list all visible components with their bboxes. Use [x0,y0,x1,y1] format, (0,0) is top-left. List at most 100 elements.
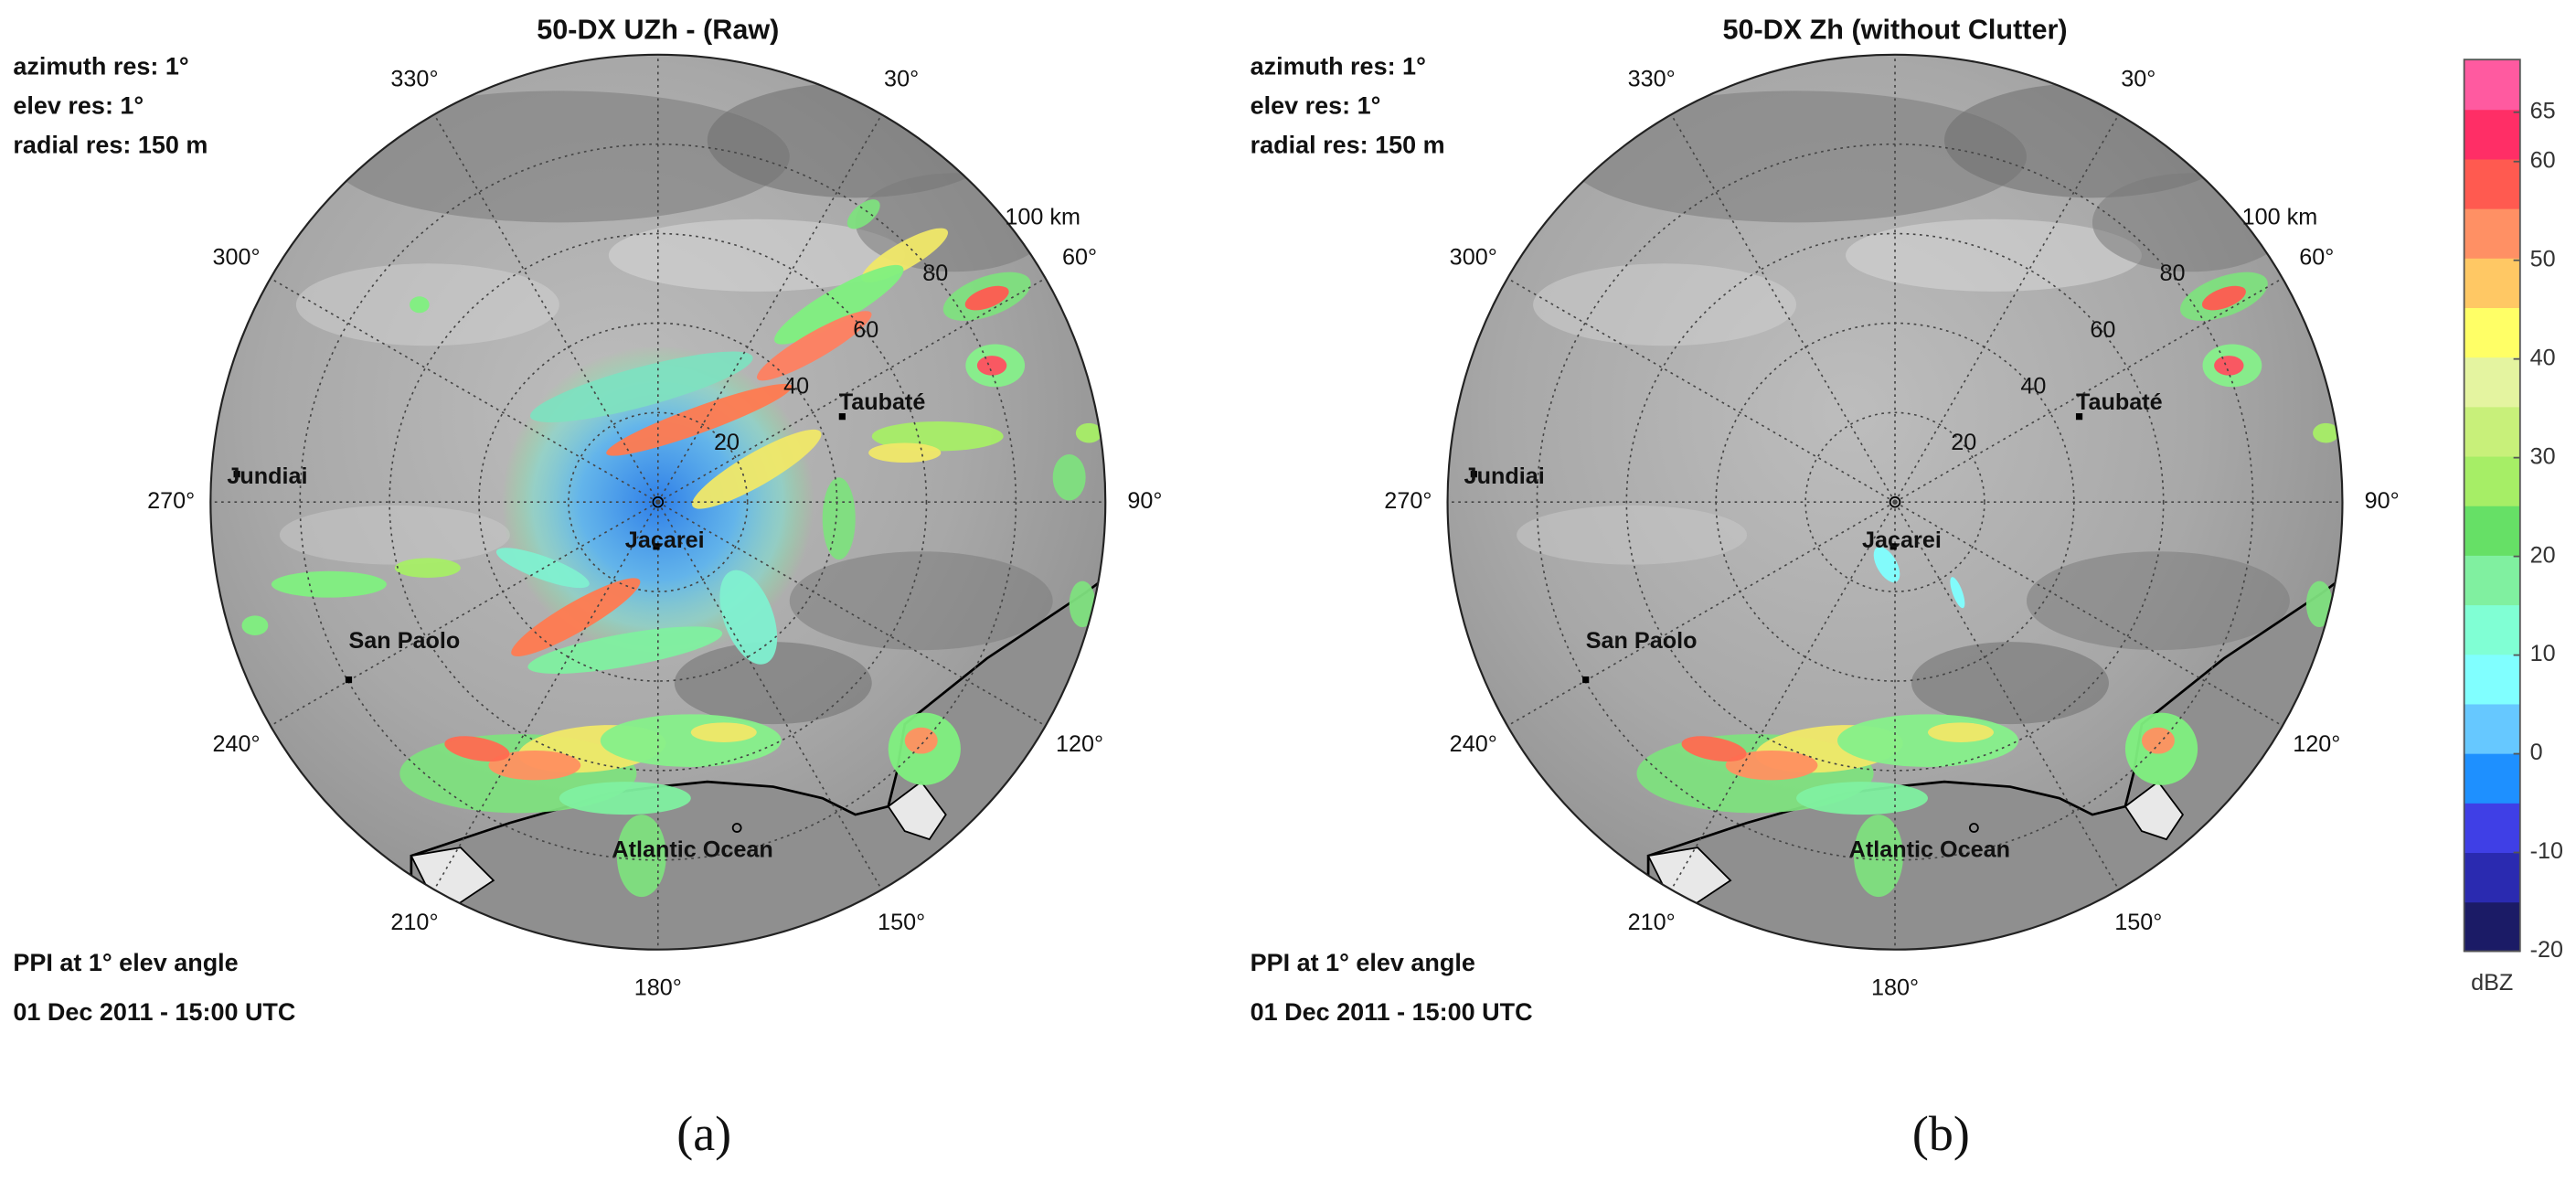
azimuth-label: 180° [634,975,682,1001]
info-line: radial res: 150 m [13,132,208,159]
echo [559,782,691,815]
place-marker [1582,676,1589,683]
echo [271,571,387,598]
terrain-patch [1517,506,1747,565]
azimuth-label: 150° [2114,910,2162,935]
azimuth-label: 330° [1628,67,1676,92]
range-label: 20 [1951,430,1976,455]
colorbar-band [2464,357,2520,407]
place-marker [346,676,352,683]
echo [1837,714,2018,767]
echo [823,477,856,559]
azimuth-label: 300° [212,245,260,271]
colorbar-tick-label: 0 [2530,740,2543,765]
echo [410,296,430,313]
colorbar-tick-label: 40 [2530,345,2556,370]
place-label: Jundiai [227,463,307,489]
echo [905,728,938,754]
azimuth-label: 60° [1062,245,1097,271]
range-label: 60 [853,317,878,343]
echo [1796,782,1928,815]
place-label: San Paolo [348,628,460,654]
terrain-patch [280,506,510,565]
colorbar-band [2464,159,2520,209]
colorbar-band [2464,506,2520,556]
panel-label: (b) [1912,1106,1970,1161]
footer-line: PPI at 1° elev angle [1251,949,1475,976]
place-label: Jundiai [1464,463,1545,489]
range-label: 80 [2160,261,2186,286]
azimuth-label: 120° [1056,731,1103,757]
colorbar-band [2464,555,2520,605]
colorbar-band [2464,258,2520,308]
azimuth-label: 120° [2293,731,2340,757]
terrain-patch [1533,263,1796,346]
colorbar-tick-label: 50 [2530,246,2556,272]
echo [2214,356,2243,376]
colorbar-band [2464,704,2520,754]
echo [1053,454,1086,500]
range-label: 40 [2020,373,2046,399]
azimuth-label: 90° [2365,488,2400,514]
place-label: San Paolo [1586,628,1698,654]
range-label: 100 km [2242,205,2318,230]
radar-panel: 330° 30° 300° 60° 270° 90° 240° 120° 210° 150° 180… [1251,15,2400,1161]
range-label: 100 km [1005,205,1080,230]
panel-title: 50-DX UZh - (Raw) [537,15,779,46]
echo [242,615,269,635]
range-label: 40 [783,373,809,399]
colorbar-band [2464,109,2520,159]
azimuth-label: 300° [1450,245,1497,271]
place-label: Taubaté [2076,389,2163,415]
azimuth-label: 330° [390,67,438,92]
footer-line: 01 Dec 2011 - 15:00 UTC [13,998,295,1026]
colorbar-band [2464,803,2520,853]
echo [1070,581,1096,627]
place-label: Jacarei [625,527,705,553]
range-label: 60 [2090,317,2115,343]
echo [601,714,782,767]
azimuth-label: 240° [212,731,260,757]
azimuth-label: 90° [1127,488,1162,514]
footer-line: PPI at 1° elev angle [13,949,238,976]
colorbar-band [2464,604,2520,655]
place-label: Atlantic Ocean [612,836,772,862]
echo [2306,581,2333,627]
azimuth-label: 150° [878,910,925,935]
colorbar-band [2464,901,2520,952]
colorbar-band [2464,208,2520,259]
colorbar-band [2464,456,2520,506]
echo [691,722,757,742]
azimuth-label: 180° [1871,975,1919,1001]
colorbar-band [2464,753,2520,804]
place-label: Taubaté [839,389,926,415]
colorbar-band [2464,406,2520,456]
echo [1928,722,1994,742]
azimuth-label: 240° [1450,731,1497,757]
radar-panel: 330° 30° 300° 60° 270° 90° 240° 120° 210° 150° 180… [13,15,1162,1161]
azimuth-label: 60° [2299,245,2334,271]
colorbar-band [2464,852,2520,902]
colorbar-unit: dBZ [2471,970,2513,996]
colorbar-band [2464,307,2520,357]
azimuth-label: 30° [884,67,919,92]
azimuth-label: 210° [1628,910,1676,935]
azimuth-label: 210° [390,910,438,935]
place-label: Atlantic Ocean [1849,836,2010,862]
colorbar-tick-label: 10 [2530,641,2556,666]
azimuth-label: 30° [2121,67,2156,92]
colorbar-band [2464,654,2520,704]
info-line: elev res: 1° [13,91,144,119]
colorbar-tick-label: 65 [2530,98,2556,123]
colorbar-tick-label: -20 [2530,937,2563,963]
colorbar-tick-label: 60 [2530,147,2556,173]
azimuth-label: 270° [147,488,195,514]
panel-label: (a) [676,1106,731,1161]
colorbar-tick-label: -10 [2530,838,2563,864]
echo [2142,728,2175,754]
azimuth-label: 270° [1384,488,1432,514]
info-line: azimuth res: 1° [1251,52,1426,80]
colorbar-band [2464,59,2520,110]
